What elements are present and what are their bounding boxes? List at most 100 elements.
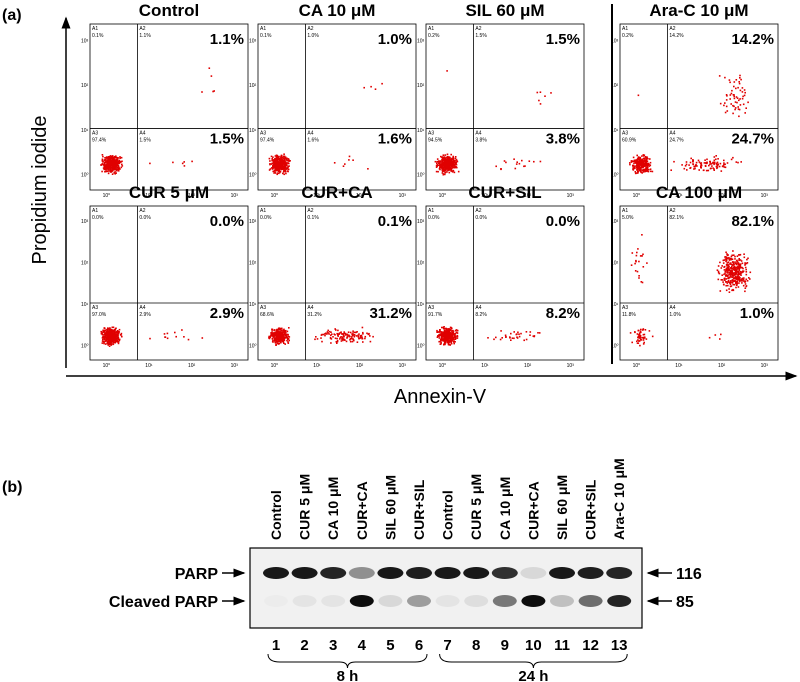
event-dot [717,167,719,169]
lane-label: Ara-C 10 μM [611,458,627,540]
event-dot [731,93,733,95]
event-dot [281,332,283,334]
event-dot [111,340,113,342]
event-dot [726,290,728,292]
x-tick-label: 10¹ [313,363,321,369]
y-tick-label: 10¹ [611,302,619,308]
bracket [440,654,628,668]
event-dot [645,163,647,165]
y-tick-label: 10⁰ [81,173,89,179]
event-dot [724,102,726,104]
event-dot [738,116,740,118]
event-dot [746,271,748,273]
y-tick-label: 10⁰ [249,173,257,179]
upper-right-percent: 1.0% [378,31,412,48]
event-dot [637,271,639,273]
event-dot [529,160,531,162]
event-dot [724,77,726,79]
event-dot [191,161,193,163]
event-dot [112,161,114,163]
y-tick-label: 10³ [417,219,425,225]
event-dot [283,168,285,170]
event-dot [446,70,448,72]
event-dot [740,104,742,106]
event-dot [737,87,739,89]
event-dot [539,332,541,334]
event-dot [363,87,365,89]
event-dot [738,286,740,288]
lane-number: 13 [611,637,628,654]
y-tick-label: 10⁰ [81,344,89,350]
event-dot [107,168,109,170]
lane-number: 4 [358,637,367,654]
event-dot [646,158,648,160]
event-dot [183,161,185,163]
event-dot [713,164,715,166]
event-dot [315,336,317,338]
event-dot [288,340,290,342]
event-dot [285,331,287,333]
event-dot [285,334,287,336]
event-dot [530,331,532,333]
event-dot [729,263,731,265]
event-dot [629,162,631,164]
event-dot [735,272,737,274]
event-dot [111,344,113,346]
event-dot [337,335,339,337]
event-dot [725,271,727,273]
event-dot [445,334,447,336]
event-dot [122,165,124,167]
event-dot [737,106,739,108]
event-dot [181,329,183,331]
event-dot [632,165,634,167]
event-dot [733,290,735,292]
event-dot [704,162,706,164]
event-dot [713,169,715,171]
event-dot [121,157,123,159]
quadrant-name: A4 [307,131,313,137]
event-dot [272,340,274,342]
event-dot [713,162,715,164]
event-dot [643,154,645,156]
event-dot [510,333,512,335]
event-dot [737,162,739,164]
quadrant-name: A2 [669,26,675,32]
event-dot [439,167,441,169]
event-dot [116,170,118,172]
event-dot [272,168,274,170]
event-dot [109,162,111,164]
event-dot [638,277,640,279]
quadrant-value: 68.6% [260,312,275,318]
event-dot [734,81,736,83]
event-dot [108,165,110,167]
event-dot [354,336,356,338]
event-dot [353,339,355,341]
y-tick-label: 10⁰ [417,173,425,179]
event-dot [447,338,449,340]
event-dot [271,156,273,158]
event-dot [279,331,281,333]
quadrant-name: A4 [139,305,145,311]
upper-right-percent: 1.5% [546,31,580,48]
event-dot [446,328,448,330]
event-dot [686,169,688,171]
event-dot [321,334,323,336]
event-dot [454,172,456,174]
event-dot [365,336,367,338]
event-dot [728,288,730,290]
lane-label: SIL 60 μM [554,475,570,540]
event-dot [112,335,114,337]
event-dot [269,164,271,166]
event-dot [450,164,452,166]
event-dot [533,161,535,163]
event-dot [733,96,735,98]
event-dot [281,162,283,164]
event-dot [743,253,745,255]
event-dot [281,336,283,338]
event-dot [722,281,724,283]
event-dot [643,334,645,336]
event-dot [712,167,714,169]
event-dot [275,344,277,346]
event-dot [746,259,748,261]
event-dot [725,258,727,260]
